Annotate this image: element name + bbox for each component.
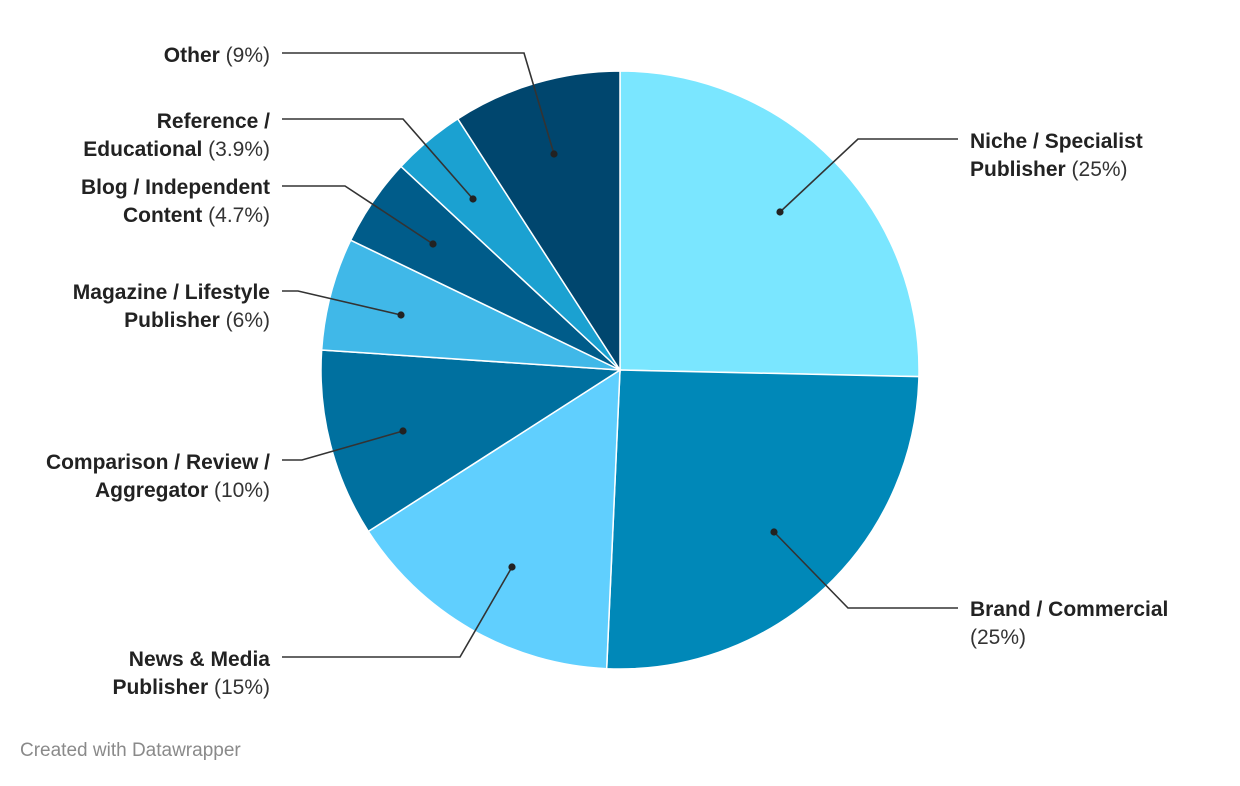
pie-slices (320, 70, 920, 670)
slice-label-niche-specialist-publisher-line-2: Publisher (25%) (970, 158, 1128, 181)
leader-dot-reference-educational (469, 195, 477, 203)
leader-dot-brand-commercial (770, 528, 778, 536)
leader-line-niche-specialist-publisher (779, 138, 958, 213)
leader-line-magazine-lifestyle-publisher (282, 290, 402, 316)
leader-line-comparison-review-aggregator (282, 430, 404, 461)
leader-dot-magazine-lifestyle-publisher (397, 311, 405, 319)
slice-label-comparison-review-aggregator-line-1: Comparison / Review / (46, 451, 270, 474)
slice-label-magazine-lifestyle-publisher-line-1: Magazine / Lifestyle (73, 281, 270, 304)
slice-label-brand-commercial-percent: (25%) (970, 626, 1026, 649)
leader-dot-comparison-review-aggregator (399, 427, 407, 435)
leader-dot-other (550, 150, 558, 158)
leader-dot-blog-independent-content (429, 240, 437, 248)
slice-label-news-media-publisher-line-1: News & Media (129, 648, 271, 671)
pie-slice-comparison-review-aggregator (320, 349, 623, 533)
slice-label-blog-independent-content-line-1: Blog / Independent (81, 176, 270, 199)
leader-line-other (282, 52, 555, 155)
pie-slice-brand-commercial (605, 369, 920, 670)
slice-label-niche-specialist-publisher-line-1: Niche / Specialist (970, 130, 1143, 153)
pie-slice-other (456, 70, 621, 373)
slice-label-other-line-1: Other (9%) (164, 44, 270, 67)
leader-line-brand-commercial (773, 531, 958, 609)
slice-label-reference-educational-line-1: Reference / (157, 110, 270, 133)
leader-line-blog-independent-content (282, 185, 434, 245)
leader-lines (282, 52, 958, 658)
slice-label-magazine-lifestyle-publisher-line-2: Publisher (6%) (124, 309, 270, 332)
slice-label-reference-educational-line-2: Educational (3.9%) (83, 138, 270, 161)
leader-line-news-media-publisher (282, 566, 513, 658)
slice-label-comparison-review-aggregator-line-2: Aggregator (10%) (95, 479, 270, 502)
slice-label-news-media-publisher-line-2: Publisher (15%) (112, 676, 270, 699)
slice-label-brand-commercial-line-1: Brand / Commercial (970, 598, 1168, 621)
leader-dot-news-media-publisher (508, 563, 516, 571)
slice-label-blog-independent-content-line-2: Content (4.7%) (123, 204, 270, 227)
slice-labels: Niche / Specialist Publisher (25%) Brand /… (46, 44, 1168, 699)
pie-slice-niche-specialist-publisher (619, 70, 920, 378)
leader-line-reference-educational (282, 118, 474, 200)
credit-text: Created with Datawrapper (20, 740, 241, 761)
leader-dot-niche-specialist-publisher (776, 208, 784, 216)
pie-slice-news-media-publisher (367, 368, 621, 670)
